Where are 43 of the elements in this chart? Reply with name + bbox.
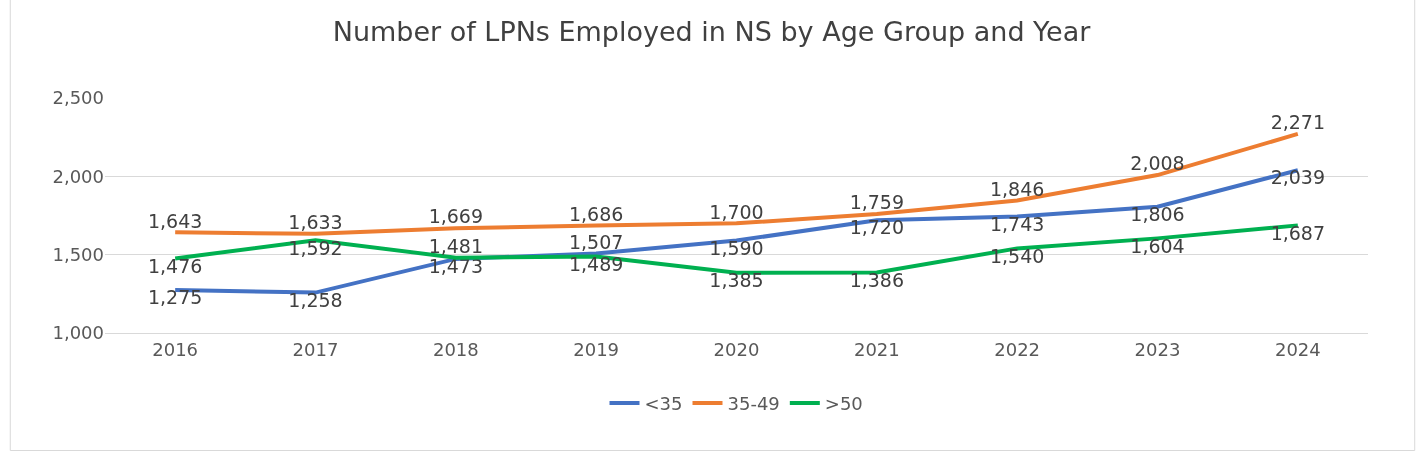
x-tick-label: 2022 bbox=[994, 338, 1041, 360]
y-tick-label: 2,500 bbox=[52, 87, 104, 109]
y-tick-label: 1,000 bbox=[52, 322, 104, 344]
chart-title: Number of LPNs Employed in NS by Age Group and Year bbox=[332, 16, 1092, 48]
data-label: 1,743 bbox=[989, 212, 1045, 235]
x-tick-label: 2021 bbox=[853, 338, 900, 360]
data-label: 1,687 bbox=[1270, 221, 1326, 244]
data-label: 1,759 bbox=[849, 191, 905, 214]
data-label: 1,643 bbox=[147, 209, 203, 232]
data-label: 1,604 bbox=[1130, 234, 1185, 257]
data-label: 2,271 bbox=[1270, 111, 1326, 134]
x-tick-label: 2017 bbox=[292, 338, 339, 360]
data-label: 1,385 bbox=[709, 268, 764, 291]
legend-label: >50 bbox=[824, 392, 863, 414]
data-label: 1,540 bbox=[989, 244, 1045, 267]
legend-label: <35 bbox=[644, 392, 683, 414]
data-label: 1,633 bbox=[288, 211, 343, 234]
data-label: 2,039 bbox=[1270, 166, 1326, 189]
y-tick-label: 2,000 bbox=[52, 165, 104, 187]
data-label: 1,481 bbox=[428, 234, 484, 257]
data-label: 1,476 bbox=[147, 254, 203, 277]
data-label: 1,700 bbox=[709, 200, 764, 223]
x-tick-label: 2019 bbox=[573, 338, 620, 360]
data-label: 1,846 bbox=[989, 177, 1045, 200]
data-label: 1,806 bbox=[1130, 202, 1185, 225]
x-tick-label: 2016 bbox=[152, 338, 199, 360]
data-label: 1,686 bbox=[568, 202, 624, 225]
data-label: 1,720 bbox=[849, 216, 905, 239]
data-label: 1,507 bbox=[568, 230, 624, 253]
data-label: 1,489 bbox=[568, 252, 624, 275]
y-tick-label: 1,500 bbox=[52, 243, 104, 265]
data-label: 2,008 bbox=[1130, 152, 1185, 175]
x-tick-label: 2020 bbox=[713, 338, 760, 360]
data-label: 1,275 bbox=[147, 286, 203, 309]
x-tick-label: 2018 bbox=[432, 338, 479, 360]
data-label: 1,386 bbox=[849, 268, 905, 291]
data-label: 1,669 bbox=[428, 205, 484, 228]
legend-label: 35-49 bbox=[727, 392, 780, 414]
x-tick-label: 2023 bbox=[1134, 338, 1181, 360]
data-label: 1,258 bbox=[288, 288, 343, 311]
x-tick-label: 2024 bbox=[1274, 338, 1321, 360]
data-label: 1,473 bbox=[428, 255, 484, 278]
data-label: 1,590 bbox=[709, 236, 764, 259]
